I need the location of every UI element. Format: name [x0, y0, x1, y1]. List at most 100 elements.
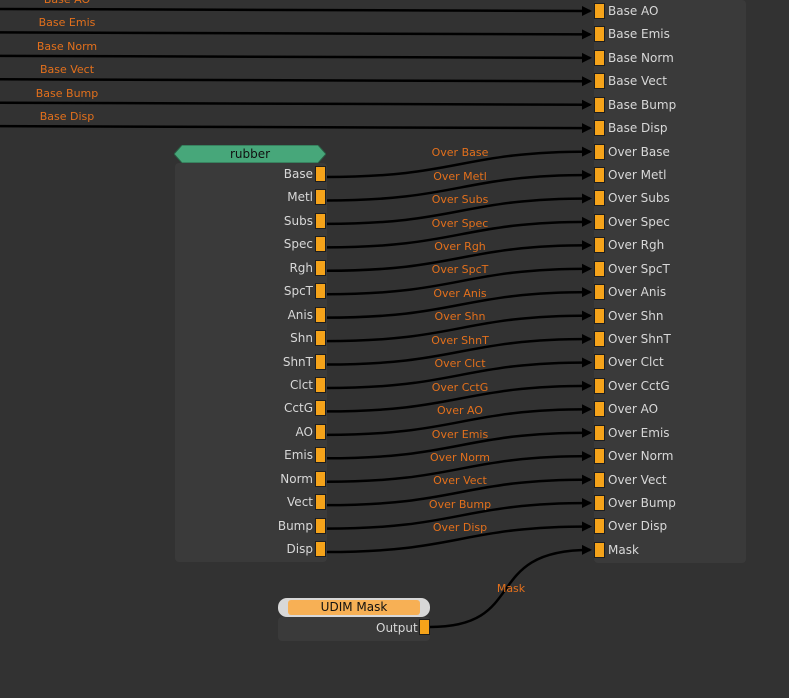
rubber-wire-label-over-shnt: Over ShnT	[431, 333, 489, 347]
mask-wire-label: Mask	[496, 582, 526, 595]
incoming-wire-base-emis[interactable]	[0, 31, 591, 36]
input-port-base-vect[interactable]	[594, 73, 605, 90]
input-port-over-vect[interactable]	[594, 471, 605, 488]
input-port-over-disp[interactable]	[594, 518, 605, 535]
input-port-over-cctg[interactable]	[594, 377, 605, 394]
incoming-wire-base-ao[interactable]	[0, 7, 591, 13]
input-label-over-base: Over Base	[608, 144, 670, 159]
output-port-bump[interactable]	[315, 517, 326, 534]
rubber-wire-over-ao[interactable]	[325, 408, 591, 437]
rubber-wire-over-vect[interactable]	[325, 478, 591, 507]
rubber-wire-over-base[interactable]	[325, 150, 591, 179]
wire-arrowhead	[582, 52, 592, 63]
output-port-spct[interactable]	[315, 283, 326, 300]
wire-arrowhead	[582, 474, 592, 485]
input-port-base-emis[interactable]	[594, 26, 605, 43]
output-label-cctg: CctG	[284, 401, 313, 416]
rubber-wire-over-metl[interactable]	[325, 173, 591, 202]
incoming-wire-base-disp[interactable]	[0, 124, 591, 130]
output-port-anis[interactable]	[315, 306, 326, 323]
rubber-wire-over-clct[interactable]	[325, 361, 591, 390]
input-port-over-rgh[interactable]	[594, 237, 605, 254]
output-port-rgh[interactable]	[315, 259, 326, 276]
target-node-panel[interactable]	[594, 0, 746, 563]
wire-arrowhead	[582, 404, 592, 415]
output-port-disp[interactable]	[315, 541, 326, 558]
input-port-over-base[interactable]	[594, 143, 605, 160]
output-port-shn[interactable]	[315, 330, 326, 347]
incoming-wire-base-vect[interactable]	[0, 78, 591, 83]
input-label-base-emis: Base Emis	[608, 27, 670, 42]
input-port-over-clct[interactable]	[594, 354, 605, 371]
rubber-wire-label-over-spec: Over Spec	[431, 216, 489, 230]
rubber-wire-over-anis[interactable]	[325, 290, 591, 319]
input-port-over-emis[interactable]	[594, 424, 605, 441]
output-port-vect[interactable]	[315, 494, 326, 511]
output-label-rgh: Rgh	[289, 260, 313, 275]
input-label-over-emis: Over Emis	[608, 425, 670, 440]
incoming-wire-base-bump[interactable]	[0, 101, 591, 106]
output-port-norm[interactable]	[315, 470, 326, 487]
input-port-over-shn[interactable]	[594, 307, 605, 324]
wire-arrowhead	[582, 76, 592, 87]
rubber-wire-over-emis[interactable]	[325, 431, 591, 460]
input-port-over-shnt[interactable]	[594, 331, 605, 348]
input-port-base-ao[interactable]	[594, 3, 605, 19]
mask-wire[interactable]	[429, 548, 591, 629]
output-port-emis[interactable]	[315, 447, 326, 464]
wire-arrowhead	[582, 380, 592, 391]
input-label-over-anis: Over Anis	[608, 285, 667, 300]
rubber-wire-over-rgh[interactable]	[325, 244, 591, 273]
rubber-wire-over-spct[interactable]	[325, 267, 591, 296]
output-port-clct[interactable]	[315, 376, 326, 393]
output-label-subs: Subs	[283, 213, 313, 228]
input-port-over-subs[interactable]	[594, 190, 605, 207]
input-label-base-bump: Base Bump	[608, 97, 677, 112]
udim-node-panel[interactable]	[278, 617, 430, 641]
output-port-spec[interactable]	[315, 236, 326, 253]
wire-arrowhead	[582, 170, 592, 181]
input-port-over-bump[interactable]	[594, 495, 605, 512]
output-port-ao[interactable]	[315, 423, 326, 440]
udim-output-port[interactable]	[419, 619, 430, 635]
wire-arrowhead	[582, 498, 592, 509]
incoming-wire-label-base-disp: Base Disp	[39, 110, 95, 124]
input-port-over-anis[interactable]	[594, 284, 605, 301]
input-port-base-bump[interactable]	[594, 96, 605, 113]
rubber-wire-over-norm[interactable]	[325, 454, 591, 483]
input-port-over-ao[interactable]	[594, 401, 605, 418]
output-port-base[interactable]	[315, 166, 326, 182]
wire-arrowhead	[582, 123, 592, 134]
rubber-wire-over-subs[interactable]	[325, 197, 591, 226]
rubber-wire-label-over-shn: Over Shn	[434, 310, 486, 324]
rubber-node-panel[interactable]	[175, 163, 327, 562]
input-port-over-spec[interactable]	[594, 213, 605, 230]
input-port-base-norm[interactable]	[594, 49, 605, 66]
rubber-wire-over-shnt[interactable]	[325, 337, 591, 366]
rubber-wire-over-bump[interactable]	[325, 501, 591, 530]
input-label-mask: Mask	[608, 542, 639, 557]
output-label-disp: Disp	[286, 542, 313, 557]
input-port-base-disp[interactable]	[594, 120, 605, 137]
input-port-over-spct[interactable]	[594, 260, 605, 277]
rubber-wire-label-over-anis: Over Anis	[433, 286, 487, 300]
rubber-wire-over-shn[interactable]	[325, 314, 591, 343]
output-label-vect: Vect	[287, 495, 313, 510]
rubber-wire-over-spec[interactable]	[325, 220, 591, 249]
input-port-over-metl[interactable]	[594, 167, 605, 183]
rubber-node-header[interactable]	[174, 145, 326, 163]
output-port-metl[interactable]	[315, 189, 326, 206]
incoming-wire-base-norm[interactable]	[0, 54, 591, 60]
input-port-mask[interactable]	[594, 541, 605, 558]
input-port-over-norm[interactable]	[594, 448, 605, 465]
wire-arrowhead	[582, 6, 592, 16]
rubber-wire-over-cctg[interactable]	[325, 384, 591, 413]
rubber-wire-over-disp[interactable]	[325, 525, 591, 554]
output-port-subs[interactable]	[315, 212, 326, 229]
input-label-over-metl: Over Metl	[608, 168, 667, 182]
output-port-cctg[interactable]	[315, 400, 326, 417]
output-port-shnt[interactable]	[315, 353, 326, 370]
input-label-over-disp: Over Disp	[608, 519, 668, 534]
wire-arrowhead	[582, 29, 592, 40]
